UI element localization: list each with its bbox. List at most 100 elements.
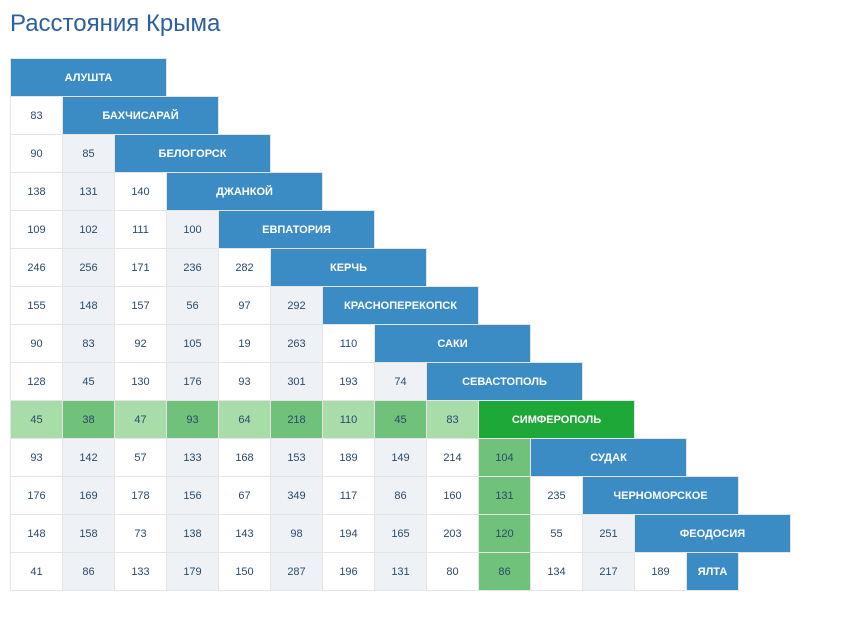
distance-cell: 131 (63, 173, 115, 211)
distance-cell: 282 (219, 249, 271, 287)
distance-cell: 138 (167, 515, 219, 553)
distance-cell: 117 (323, 477, 375, 515)
distance-cell: 176 (11, 477, 63, 515)
distance-cell: 156 (167, 477, 219, 515)
distance-cell: 169 (63, 477, 115, 515)
distance-cell: 131 (479, 477, 531, 515)
distance-cell: 93 (219, 363, 271, 401)
distance-cell: 55 (531, 515, 583, 553)
distance-cell: 140 (115, 173, 167, 211)
distance-cell: 160 (427, 477, 479, 515)
city-header: ДЖАНКОЙ (167, 173, 323, 211)
distance-cell: 349 (271, 477, 323, 515)
distance-cell: 80 (427, 553, 479, 591)
city-header: ЕВПАТОРИЯ (219, 211, 375, 249)
distance-cell: 246 (11, 249, 63, 287)
city-header: ФЕОДОСИЯ (635, 515, 791, 553)
distance-cell: 100 (167, 211, 219, 249)
distance-cell: 179 (167, 553, 219, 591)
distance-cell: 148 (11, 515, 63, 553)
distance-cell: 157 (115, 287, 167, 325)
distance-cell: 93 (11, 439, 63, 477)
distance-cell: 149 (375, 439, 427, 477)
distance-cell: 153 (271, 439, 323, 477)
distance-cell: 57 (115, 439, 167, 477)
distance-cell: 203 (427, 515, 479, 553)
distance-cell: 292 (271, 287, 323, 325)
distance-cell: 158 (63, 515, 115, 553)
page-title: Расстояния Крыма (10, 10, 842, 38)
distance-cell: 90 (11, 135, 63, 173)
city-header: ЯЛТА (687, 553, 739, 591)
distance-cell: 150 (219, 553, 271, 591)
distance-cell: 45 (375, 401, 427, 439)
distance-cell: 263 (271, 325, 323, 363)
distance-cell: 64 (219, 401, 271, 439)
distance-cell: 142 (63, 439, 115, 477)
distance-cell: 251 (583, 515, 635, 553)
city-header: ЧЕРНОМОРСКОЕ (583, 477, 739, 515)
distance-cell: 83 (63, 325, 115, 363)
city-header: САКИ (375, 325, 531, 363)
distance-cell: 47 (115, 401, 167, 439)
distance-cell: 98 (271, 515, 323, 553)
distance-cell: 130 (115, 363, 167, 401)
distance-cell: 196 (323, 553, 375, 591)
distance-cell: 214 (427, 439, 479, 477)
distance-cell: 120 (479, 515, 531, 553)
distance-cell: 148 (63, 287, 115, 325)
distance-cell: 85 (63, 135, 115, 173)
distance-cell: 133 (115, 553, 167, 591)
distance-cell: 193 (323, 363, 375, 401)
distance-cell: 109 (11, 211, 63, 249)
city-header: БЕЛОГОРСК (115, 135, 271, 173)
distance-cell: 236 (167, 249, 219, 287)
city-header: СИМФЕРОПОЛЬ (479, 401, 635, 439)
distance-matrix: АЛУШТА83БАХЧИСАРАЙ9085БЕЛОГОРСК138131140… (10, 58, 842, 591)
distance-cell: 38 (63, 401, 115, 439)
distance-cell: 178 (115, 477, 167, 515)
distance-cell: 105 (167, 325, 219, 363)
distance-cell: 83 (11, 97, 63, 135)
city-header: СУДАК (531, 439, 687, 477)
distance-cell: 138 (11, 173, 63, 211)
distance-cell: 45 (63, 363, 115, 401)
distance-cell: 110 (323, 401, 375, 439)
distance-cell: 86 (479, 553, 531, 591)
distance-cell: 168 (219, 439, 271, 477)
distance-cell: 111 (115, 211, 167, 249)
distance-cell: 86 (63, 553, 115, 591)
distance-cell: 171 (115, 249, 167, 287)
distance-cell: 104 (479, 439, 531, 477)
distance-cell: 134 (531, 553, 583, 591)
distance-cell: 155 (11, 287, 63, 325)
distance-cell: 110 (323, 325, 375, 363)
distance-cell: 189 (635, 553, 687, 591)
city-header: АЛУШТА (11, 59, 167, 97)
distance-cell: 131 (375, 553, 427, 591)
distance-cell: 217 (583, 553, 635, 591)
distance-cell: 86 (375, 477, 427, 515)
distance-cell: 287 (271, 553, 323, 591)
distance-cell: 128 (11, 363, 63, 401)
city-header: КРАСНОПЕРЕКОПСК (323, 287, 479, 325)
city-header: СЕВАСТОПОЛЬ (427, 363, 583, 401)
distance-cell: 143 (219, 515, 271, 553)
distance-cell: 92 (115, 325, 167, 363)
distance-cell: 102 (63, 211, 115, 249)
distance-cell: 189 (323, 439, 375, 477)
distance-cell: 74 (375, 363, 427, 401)
distance-cell: 194 (323, 515, 375, 553)
distance-cell: 45 (11, 401, 63, 439)
distance-cell: 133 (167, 439, 219, 477)
distance-cell: 67 (219, 477, 271, 515)
distance-cell: 41 (11, 553, 63, 591)
distance-cell: 301 (271, 363, 323, 401)
distance-cell: 83 (427, 401, 479, 439)
city-header: КЕРЧЬ (271, 249, 427, 287)
distance-cell: 256 (63, 249, 115, 287)
city-header: БАХЧИСАРАЙ (63, 97, 219, 135)
distance-cell: 56 (167, 287, 219, 325)
distance-cell: 235 (531, 477, 583, 515)
distance-cell: 90 (11, 325, 63, 363)
